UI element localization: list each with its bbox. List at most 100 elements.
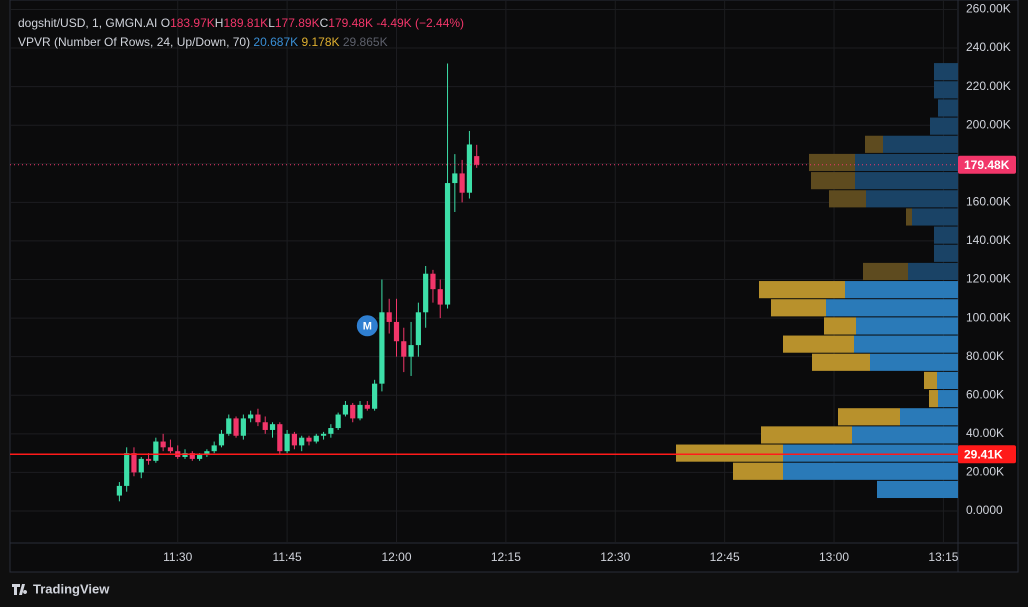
y-tick-label: 160.00K [966,195,1011,209]
candle-body [299,437,305,446]
y-tick-label: 120.00K [966,272,1011,286]
x-tick-label: 13:00 [819,550,849,564]
candle-body [248,414,254,419]
candle-body [204,451,210,456]
x-tick-label: 12:30 [600,550,630,564]
candle-body [372,383,378,409]
profile-up [783,462,958,480]
ohlc-key: O [160,16,171,30]
profile-down [906,208,912,226]
profile-down [829,190,866,208]
x-tick-label: 11:30 [163,550,192,564]
profile-up [845,281,958,299]
candle-body [291,433,297,446]
profile-up [783,444,958,462]
candle-body [357,404,363,419]
profile-up [937,371,958,390]
candle-body [386,312,392,322]
candle-body [138,458,144,473]
brand-logo [12,584,28,595]
candle-body [226,418,232,434]
profile-down [676,444,783,462]
candle-body [306,437,312,442]
profile-up [900,408,958,426]
profile-down [771,299,826,317]
candle-body [269,424,276,430]
price-label-box [958,155,1016,174]
profile-up [883,135,958,153]
profile-up [938,99,958,117]
profile-down [783,335,854,353]
indicator-up: 20.687K [253,35,299,49]
y-tick-label: 240.00K [966,40,1011,54]
candle-body [415,312,421,346]
x-tick-label: 12:45 [710,550,740,564]
candle-body [197,455,203,459]
y-tick-label: 20.00K [966,465,1004,479]
candle-body [342,404,349,415]
candle-body [182,453,188,457]
profile-up [855,153,958,172]
y-tick-label: 200.00K [966,117,1011,131]
overlay: 179.48K 29.41K M [10,155,1016,464]
profile-down [733,462,783,480]
candle-body [459,173,465,193]
ohlc-key: C [319,16,329,30]
candle-body [233,418,239,436]
candle-body [167,447,174,452]
ohlc-value: 179.48K [328,16,373,30]
ohlc-value: 189.81K [223,16,269,30]
marker-label: M [363,321,372,333]
ohlc-value: 177.89K [274,16,320,30]
candle-body [116,485,122,496]
candle-body [153,441,159,461]
candle-body [218,433,225,446]
profile-up [934,63,958,81]
candle-body [474,156,480,165]
y-tick-label: 60.00K [966,387,1004,401]
change: -4.49K (−2.44%) [376,16,465,30]
y-tick-label: 140.00K [966,233,1011,247]
candle-body [379,312,385,384]
indicator-label: VPVR (Number Of Rows, 24, Up/Down, 70) [18,35,251,49]
candle-body [335,414,341,429]
profile-down [824,317,856,335]
profile-up [870,353,958,371]
indicator-total: 29.865K [342,35,388,49]
x-tick-label: 12:00 [381,550,411,564]
price-label-box [958,445,1016,464]
profile-up [934,226,958,244]
profile-down [924,371,937,390]
candle-body [240,418,246,436]
candle-body [320,433,327,436]
ohlc-value: 183.97K [170,16,215,30]
candle-body [124,453,130,486]
candle-body [401,341,407,357]
profile-down [811,172,855,190]
profile-up [930,117,958,135]
profile-up [908,262,958,281]
legend-line-1: dogshit/USD, 1, GMGN.AI O183.97KH189.81K… [18,16,464,30]
candle-body [444,183,451,305]
candles [116,63,480,502]
ohlc-key: L [268,16,275,30]
candle-body [423,273,429,313]
candle-body [255,414,261,423]
candle-body [328,428,334,434]
profile-up [934,244,958,262]
profile-down [865,135,883,153]
candle-body [131,453,137,473]
candle-body [466,144,473,193]
ohlc-key: H [214,16,224,30]
y-tick-label: 260.00K [966,2,1011,16]
profile-up [826,299,958,317]
profile-up [866,190,958,208]
profile-down [863,262,908,281]
candle-body [262,422,268,430]
y-tick-label: 100.00K [966,310,1011,324]
x-tick-label: 11:45 [273,550,302,564]
candle-body [145,458,152,461]
y-tick-label: 80.00K [966,349,1004,363]
